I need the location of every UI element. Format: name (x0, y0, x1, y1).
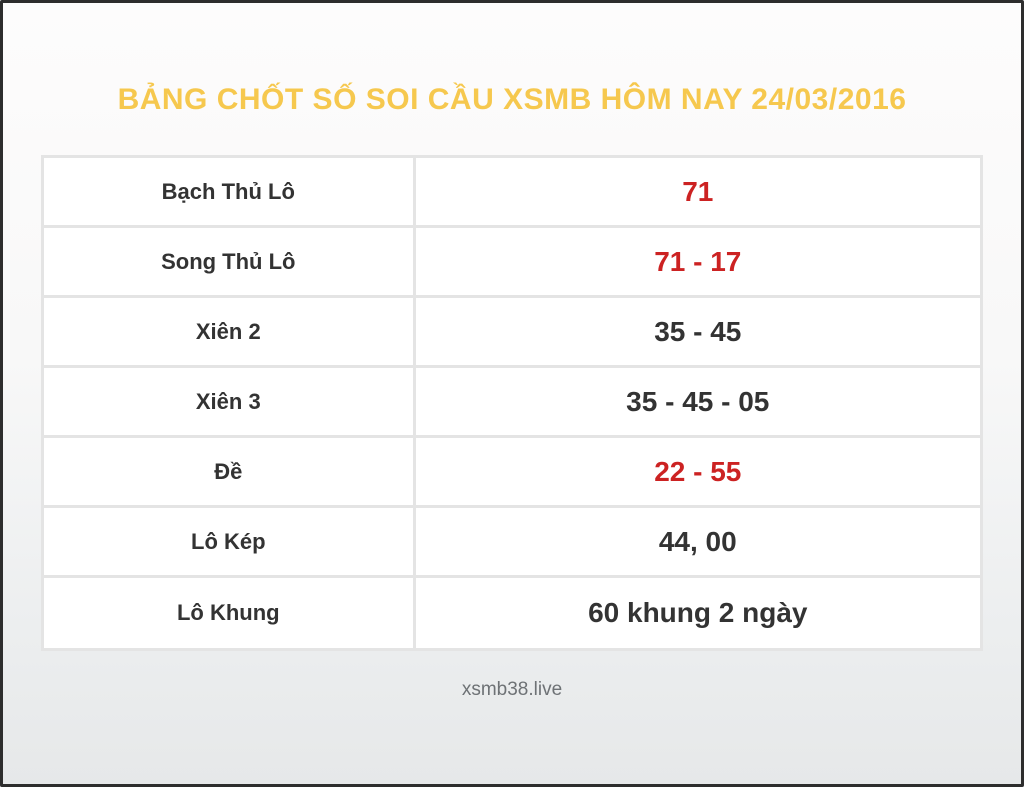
row-value: 35 - 45 - 05 (626, 385, 770, 417)
table-row: Lô Khung 60 khung 2 ngày (44, 578, 980, 648)
table-row: Lô Kép 44, 00 (44, 508, 980, 578)
table-row: Xiên 3 35 - 45 - 05 (44, 368, 980, 438)
table-row: Đề 22 - 55 (44, 438, 980, 508)
row-label: Lô Kép (44, 508, 416, 575)
row-value: 71 (682, 175, 714, 207)
row-value: 60 khung 2 ngày (588, 597, 808, 628)
row-value: 22 - 55 (654, 455, 742, 487)
row-label: Đề (44, 438, 416, 505)
row-label: Xiên 3 (44, 368, 416, 435)
row-label: Xiên 2 (44, 298, 416, 365)
row-label: Lô Khung (44, 578, 416, 648)
table-row: Bạch Thủ Lô 71 (44, 158, 980, 228)
row-value: 71 - 17 (654, 245, 742, 277)
table-row: Song Thủ Lô 71 - 17 (44, 228, 980, 298)
row-label: Song Thủ Lô (44, 228, 416, 295)
row-value: 35 - 45 (654, 315, 742, 347)
page-title: BẢNG CHỐT SỐ SOI CẦU XSMB HÔM NAY 24/03/… (117, 83, 907, 116)
site-watermark: xsmb38.live (461, 679, 563, 700)
prediction-table: Bạch Thủ Lô 71 Song Thủ Lô 71 - 17 Xiên … (41, 155, 983, 651)
row-label: Bạch Thủ Lô (44, 158, 416, 225)
row-value: 44, 00 (658, 525, 737, 557)
table-row: Xiên 2 35 - 45 (44, 298, 980, 368)
